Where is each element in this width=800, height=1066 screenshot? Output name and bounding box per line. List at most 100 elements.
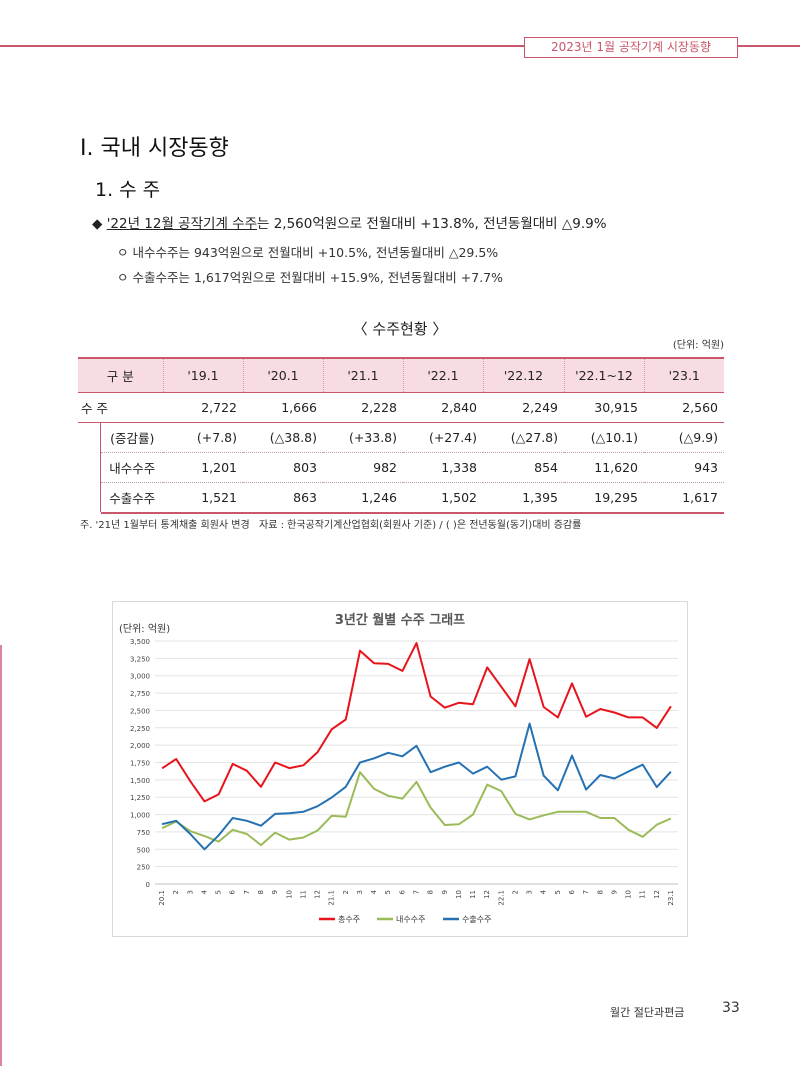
y-tick-label: 1,250 <box>130 794 150 802</box>
y-tick-label: 1,500 <box>130 777 150 785</box>
footer-publication: 월간 절단과편금 <box>610 1006 685 1019</box>
x-tick-label: 9 <box>271 890 279 894</box>
y-tick-label: 2,500 <box>130 707 150 715</box>
table-cell: 1,201 <box>163 452 243 483</box>
x-tick-label: 4 <box>200 889 208 894</box>
table-header: '19.1 <box>162 357 243 393</box>
table-cell: 943 <box>644 452 724 483</box>
chart-grid <box>155 640 678 885</box>
page-number: 33 <box>722 1000 740 1016</box>
x-tick-label: 12 <box>314 890 322 899</box>
orders-line-chart: 3년간 월별 수주 그래프 (단위: 억원) 0 250 500 750 1,000 1,… <box>119 612 678 924</box>
x-tick-label: 23.1 <box>667 890 675 906</box>
x-tick-label: 6 <box>568 889 576 894</box>
x-tick-label: 4 <box>540 889 548 894</box>
table-header: '22.1 <box>402 357 483 393</box>
legend-label: 내수수주 <box>396 915 425 924</box>
left-margin-bar <box>0 645 2 1066</box>
indent-cell <box>78 453 100 483</box>
y-tick-label: 2,250 <box>130 725 150 733</box>
table-cell: 1,502 <box>403 482 483 514</box>
x-tick-label: 7 <box>413 890 421 894</box>
x-tick-label: 3 <box>356 890 364 894</box>
x-tick-label: 11 <box>469 890 477 899</box>
series-line <box>161 722 672 851</box>
series-line <box>161 642 672 803</box>
y-tick-label: 750 <box>137 829 150 837</box>
table-cell: 1,617 <box>644 482 724 514</box>
table-cell: 854 <box>483 452 564 483</box>
x-tick-label: 6 <box>229 889 237 894</box>
x-tick-label: 2 <box>172 890 180 894</box>
table-cell: 2,228 <box>323 392 403 423</box>
y-tick-label: 250 <box>137 864 150 872</box>
x-tick-label: 8 <box>257 890 265 894</box>
row-label: 수출수주 <box>99 482 163 514</box>
table-note: 주. '21년 1월부터 통계채출 회원사 변경 <box>80 520 250 531</box>
table-row: 내수수주 1,201 803 982 1,338 854 11,620 943 <box>78 452 724 483</box>
y-tick-label: 3,250 <box>130 655 150 663</box>
table-cell: 803 <box>243 452 323 483</box>
x-tick-label: 21.1 <box>328 890 336 906</box>
x-tick-label: 9 <box>441 890 449 894</box>
table-cell: 30,915 <box>564 392 644 423</box>
table-row: (증감률) (+7.8) (△38.8) (+33.8) (+27.4) (△2… <box>78 422 724 453</box>
table-cell: 2,560 <box>644 392 724 423</box>
x-tick-label: 3 <box>186 890 194 894</box>
table-cell: 1,395 <box>483 482 564 514</box>
table-cell: 982 <box>323 452 403 483</box>
x-tick-label: 6 <box>398 889 406 894</box>
table-cell: 863 <box>243 482 323 514</box>
table-cell: 2,249 <box>483 392 564 423</box>
chart-title: 3년간 월별 수주 그래프 <box>335 612 465 628</box>
table-cell: 11,620 <box>564 452 644 483</box>
x-tick-label: 5 <box>384 890 392 894</box>
y-tick-label: 3,500 <box>130 638 150 646</box>
x-tick-label: 2 <box>342 890 350 894</box>
sub-bullet-domestic: ㅇ 내수수주는 943억원으로 전월대비 +10.5%, 전년동월대비 △29.… <box>117 245 499 260</box>
x-tick-label: 12 <box>483 890 491 899</box>
table-cell: (△38.8) <box>243 422 323 453</box>
legend-label: 수출수주 <box>462 914 491 924</box>
table-cell: (△10.1) <box>564 422 644 453</box>
x-tick-label: 12 <box>653 890 661 899</box>
y-tick-label: 1,000 <box>130 812 150 820</box>
x-tick-label: 10 <box>625 890 633 899</box>
x-tick-label: 7 <box>243 890 251 894</box>
x-tick-label: 9 <box>610 890 618 894</box>
y-tick-label: 3,000 <box>130 673 150 681</box>
line-chart-frame: 3년간 월별 수주 그래프 (단위: 억원) 0 250 500 750 1,000 1,… <box>112 601 688 937</box>
orders-table: 구 분 '19.1 '20.1 '21.1 '22.1 '22.12 '22.1… <box>78 357 724 514</box>
legend-label: 총수주 <box>338 915 360 924</box>
header-title: 2023년 1월 공작기계 시장동향 <box>524 37 738 58</box>
x-tick-label: 20.1 <box>158 890 166 906</box>
row-label: 수 주 <box>78 392 163 423</box>
y-tick-label: 2,750 <box>130 690 150 698</box>
table-header: '23.1 <box>643 357 724 393</box>
x-tick-label: 8 <box>596 890 604 894</box>
x-tick-label: 11 <box>299 890 307 899</box>
table-header: '22.1~12 <box>563 357 644 393</box>
row-label: (증감률) <box>99 422 163 453</box>
table-title: 〈 수주현황 〉 <box>352 320 448 338</box>
y-tick-label: 2,000 <box>130 742 150 750</box>
x-tick-label: 22.1 <box>497 890 505 906</box>
subsection-title: 1. 수 주 <box>95 179 161 201</box>
table-header: '21.1 <box>322 357 403 393</box>
chart-y-ticks: 0 250 500 750 1,000 1,250 1,500 1,750 2,000 2,250… <box>130 638 150 889</box>
table-header: '20.1 <box>242 357 323 393</box>
x-tick-label: 5 <box>215 890 223 894</box>
x-tick-label: 10 <box>285 890 293 899</box>
table-header: 구 분 <box>78 357 163 393</box>
bullet-underlined: '22년 12월 공작기계 수주 <box>106 216 257 232</box>
table-cell: 1,521 <box>163 482 243 514</box>
y-tick-label: 0 <box>146 881 150 889</box>
row-label: 내수수주 <box>99 452 163 483</box>
table-row: 수 주 2,722 1,666 2,228 2,840 2,249 30,915… <box>78 392 724 423</box>
table-cell: (+33.8) <box>323 422 403 453</box>
table-cell: 1,246 <box>323 482 403 514</box>
section-title: Ⅰ. 국내 시장동향 <box>80 136 229 161</box>
x-tick-label: 8 <box>427 890 435 894</box>
bullet-text: 는 2,560억원으로 전월대비 +13.8%, 전년동월대비 △9.9% <box>257 216 607 232</box>
chart-series <box>161 642 672 851</box>
